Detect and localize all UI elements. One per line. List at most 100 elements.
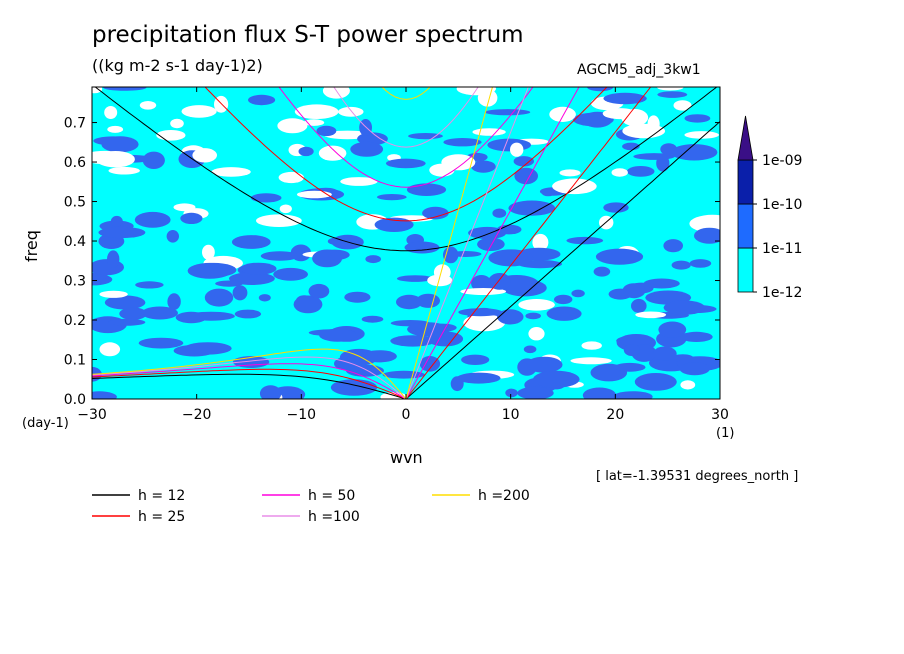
field-blob xyxy=(273,267,308,281)
run-name: AGCM5_adj_3kw1 xyxy=(577,62,701,78)
field-blob xyxy=(92,391,117,399)
field-blob xyxy=(138,337,184,349)
gravity-curve-3 xyxy=(333,87,479,148)
field-blob xyxy=(611,168,628,177)
x-tick-label: 20 xyxy=(606,407,624,423)
field-blob xyxy=(296,190,332,199)
x-tick-label: −20 xyxy=(182,407,212,423)
field-blob xyxy=(250,193,282,203)
field-blob xyxy=(673,100,692,111)
field-blob xyxy=(461,354,490,365)
field-blob xyxy=(170,118,184,129)
colorbar-label: 1e-09 xyxy=(762,153,802,169)
field-blob xyxy=(279,204,292,214)
field-blob xyxy=(477,89,498,107)
field-blob xyxy=(513,156,534,167)
field-blob xyxy=(643,278,680,289)
field-blob xyxy=(541,189,555,197)
rossby-curve-4 xyxy=(92,348,407,399)
legend-label: h =200 xyxy=(478,488,530,504)
y-tick-label: 0.7 xyxy=(64,116,86,132)
field-blob xyxy=(404,241,440,254)
field-blob xyxy=(487,138,532,152)
field-blob xyxy=(587,87,614,92)
field-blob xyxy=(248,94,276,106)
chart-title: precipitation flux S-T power spectrum xyxy=(92,22,524,48)
y-tick-label: 0.5 xyxy=(64,195,86,211)
field-blob xyxy=(532,233,549,251)
field-blob xyxy=(110,215,123,227)
field-blob xyxy=(166,230,179,243)
field-blob xyxy=(260,251,299,261)
field-blob xyxy=(107,250,120,268)
colorbar-label: 1e-12 xyxy=(762,285,802,301)
field-blob xyxy=(613,391,653,399)
field-blob xyxy=(183,342,232,355)
gravity-curve-1 xyxy=(204,87,608,222)
colorbar-label: 1e-11 xyxy=(762,241,802,257)
colorbar-label: 1e-10 xyxy=(762,197,802,213)
field-blob xyxy=(549,106,576,122)
field-blob xyxy=(626,166,655,177)
field-blob xyxy=(327,237,343,245)
field-blob xyxy=(658,321,687,338)
field-blob xyxy=(142,151,165,169)
x-tick-label: −10 xyxy=(287,407,317,423)
kelvin-curve-3 xyxy=(405,87,529,399)
field-blob xyxy=(98,226,146,239)
field-blob xyxy=(108,318,146,326)
field-blob xyxy=(621,109,649,127)
gravity-curve-2 xyxy=(278,87,534,188)
field-blob xyxy=(319,328,357,342)
field-blob xyxy=(104,106,118,119)
field-blob xyxy=(571,289,585,298)
field-blob xyxy=(657,87,684,91)
field-blob xyxy=(256,214,302,227)
legend: h = 12 h = 25 h = 50 h =100 h =200 xyxy=(92,488,530,525)
field-blob xyxy=(443,138,482,147)
field-blob xyxy=(108,166,140,175)
field-blob xyxy=(671,144,718,161)
field-blob xyxy=(484,109,531,116)
field-blob xyxy=(204,288,234,307)
field-blob xyxy=(680,380,696,390)
field-blob xyxy=(316,125,337,137)
rossby-curve-3 xyxy=(92,356,407,399)
field-blob xyxy=(104,295,146,310)
field-blob xyxy=(492,208,507,218)
colorbar-arrow xyxy=(737,115,754,161)
field-blob xyxy=(603,202,629,213)
field-blob xyxy=(191,262,237,278)
colorbar: 1e-12 1e-11 1e-10 1e-09 xyxy=(737,115,802,301)
field-blob xyxy=(663,239,683,253)
field-blob xyxy=(396,294,423,310)
x-tick-label: 10 xyxy=(502,407,520,423)
field-blob xyxy=(593,266,611,277)
field-blob xyxy=(101,136,139,153)
field-blob xyxy=(463,314,506,332)
field-blob xyxy=(477,237,505,251)
field-blob xyxy=(340,177,378,186)
field-blob xyxy=(322,87,350,99)
field-blob xyxy=(525,312,541,320)
field-blob xyxy=(422,206,449,220)
field-blob xyxy=(232,285,248,301)
field-blob xyxy=(613,362,646,372)
latitude-info: [ lat=-1.39531 degrees_north ] xyxy=(596,469,799,484)
field-blob xyxy=(181,105,217,118)
field-blob xyxy=(631,298,647,313)
field-blob xyxy=(657,91,688,98)
field-blob xyxy=(680,331,713,342)
field-blob xyxy=(488,249,534,267)
field-blob xyxy=(135,281,164,289)
rossby-curve-2 xyxy=(92,363,407,399)
field-blob xyxy=(652,346,677,361)
chart-units: ((kg m-2 s-1 day-1)2) xyxy=(92,56,263,75)
plot-area xyxy=(92,87,720,399)
field-blob xyxy=(390,335,436,347)
field-blob xyxy=(202,244,215,260)
field-blob xyxy=(103,87,147,91)
rossby-curve-0 xyxy=(92,373,407,399)
field-blob xyxy=(134,211,171,228)
field-blob xyxy=(554,294,573,305)
